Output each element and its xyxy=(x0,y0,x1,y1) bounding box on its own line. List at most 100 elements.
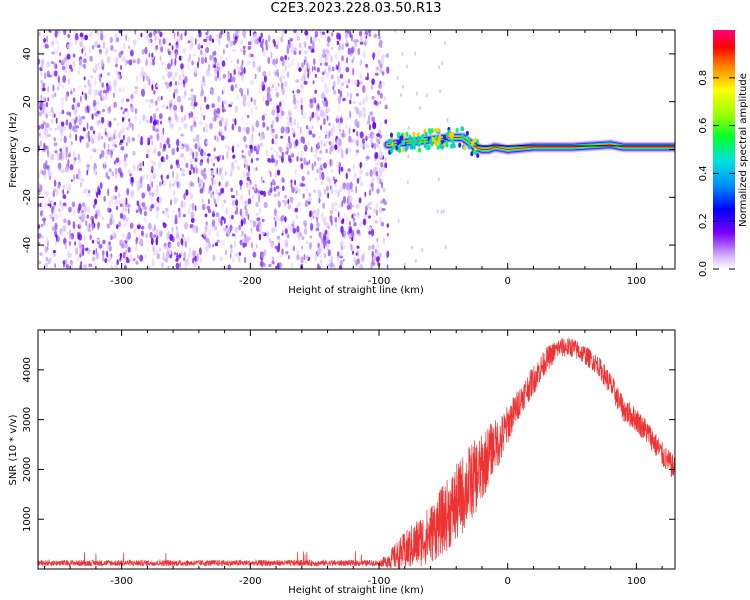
noise-speckle xyxy=(360,35,363,42)
noise-speckle xyxy=(346,57,349,64)
noise-speckle xyxy=(326,176,330,183)
noise-speckle xyxy=(323,143,327,147)
noise-speckle xyxy=(165,66,167,73)
noise-speckle xyxy=(268,158,272,163)
noise-speckle xyxy=(300,75,305,82)
noise-speckle xyxy=(49,215,53,219)
noise-speckle xyxy=(199,247,202,256)
noise-speckle xyxy=(47,197,51,205)
noise-speckle xyxy=(334,208,338,212)
signal-blob xyxy=(401,147,405,153)
noise-speckle xyxy=(169,243,172,248)
noise-speckle xyxy=(244,205,247,210)
noise-speckle xyxy=(308,159,311,165)
noise-speckle xyxy=(187,207,191,215)
noise-speckle xyxy=(238,257,241,263)
y-tick-label: -40 xyxy=(22,237,33,253)
noise-speckle xyxy=(186,261,190,266)
noise-speckle xyxy=(89,83,92,89)
noise-speckle xyxy=(77,242,81,246)
noise-speckle xyxy=(251,194,255,200)
noise-speckle xyxy=(318,56,323,63)
noise-speckle xyxy=(201,234,204,238)
noise-speckle xyxy=(273,149,277,153)
noise-speckle xyxy=(260,142,263,147)
noise-speckle xyxy=(286,71,290,78)
noise-speckle xyxy=(247,198,252,205)
noise-speckle xyxy=(98,110,101,115)
noise-speckle xyxy=(115,205,119,211)
signal-blob xyxy=(424,131,428,137)
noise-speckle xyxy=(139,117,141,126)
noise-speckle xyxy=(187,40,191,44)
noise-speckle xyxy=(330,168,334,174)
noise-speckle xyxy=(294,118,296,126)
noise-speckle xyxy=(240,219,244,227)
noise-speckle xyxy=(373,208,377,214)
noise-speckle xyxy=(303,50,308,55)
noise-speckle xyxy=(376,188,380,194)
noise-speckle xyxy=(144,216,147,223)
noise-speckle xyxy=(194,121,197,126)
noise-speckle xyxy=(209,122,213,130)
noise-speckle xyxy=(341,218,345,224)
noise-speckle xyxy=(377,90,381,96)
noise-speckle xyxy=(241,150,244,154)
noise-speckle xyxy=(83,58,87,64)
noise-speckle xyxy=(375,171,379,177)
noise-speckle xyxy=(207,30,210,38)
noise-speckle xyxy=(180,63,184,70)
noise-speckle xyxy=(274,71,278,77)
noise-speckle xyxy=(346,84,349,89)
noise-speckle xyxy=(200,45,204,49)
noise-speckle xyxy=(45,101,49,108)
noise-speckle xyxy=(294,104,298,110)
noise-speckle xyxy=(152,60,155,66)
noise-speckle xyxy=(220,256,223,262)
noise-speckle xyxy=(401,84,404,89)
y-tick-label: 2000 xyxy=(22,457,33,482)
noise-speckle xyxy=(98,74,101,80)
noise-speckle xyxy=(299,182,304,187)
noise-speckle xyxy=(44,190,49,197)
noise-speckle xyxy=(76,102,81,108)
noise-speckle xyxy=(296,122,299,130)
noise-speckle xyxy=(256,224,260,232)
noise-speckle xyxy=(355,138,360,147)
noise-speckle xyxy=(176,31,179,37)
noise-speckle xyxy=(337,190,341,195)
noise-speckle xyxy=(243,234,247,240)
noise-speckle xyxy=(137,185,140,192)
signal-blob xyxy=(392,144,396,150)
noise-speckle xyxy=(260,176,263,182)
signal-blob xyxy=(437,138,441,144)
noise-speckle xyxy=(79,135,82,143)
noise-speckle xyxy=(341,82,344,87)
noise-speckle xyxy=(366,120,371,125)
noise-speckle xyxy=(41,235,45,240)
noise-speckle xyxy=(251,33,254,37)
noise-speckle xyxy=(203,38,208,43)
noise-speckle xyxy=(215,188,218,195)
noise-speckle xyxy=(125,197,128,205)
noise-speckle xyxy=(239,87,243,93)
noise-speckle xyxy=(126,142,128,147)
noise-speckle xyxy=(115,63,118,68)
noise-speckle xyxy=(371,96,375,100)
noise-speckle xyxy=(122,86,125,94)
noise-speckle xyxy=(134,115,138,121)
noise-speckle xyxy=(218,154,221,160)
noise-speckle xyxy=(222,48,226,55)
noise-speckle xyxy=(93,106,96,112)
noise-speckle xyxy=(229,72,232,81)
noise-speckle xyxy=(325,109,327,116)
noise-speckle xyxy=(329,209,334,215)
noise-speckle xyxy=(325,140,329,144)
noise-speckle xyxy=(153,30,156,36)
noise-speckle xyxy=(151,172,156,176)
noise-speckle xyxy=(359,41,364,45)
noise-speckle xyxy=(66,184,71,192)
noise-speckle xyxy=(189,247,191,254)
noise-speckle xyxy=(153,90,156,95)
noise-speckle xyxy=(96,100,100,105)
